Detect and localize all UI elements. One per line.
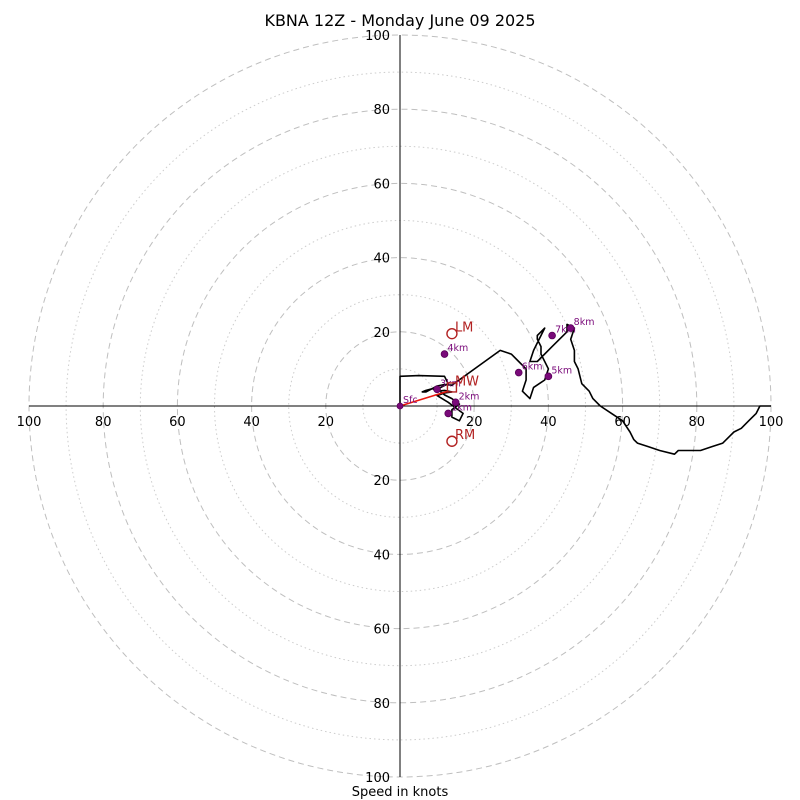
- y-tick-label: 60: [373, 177, 390, 192]
- height-label-sfc: Sfc: [403, 395, 418, 406]
- y-tick-label: 20: [373, 474, 390, 489]
- storm-motion-label-mw: MW: [455, 374, 479, 389]
- x-tick-label: 60: [169, 415, 186, 430]
- y-tick-label: 80: [373, 697, 390, 712]
- x-tick-label: 80: [689, 415, 706, 430]
- height-label-7km: 7km: [555, 325, 576, 336]
- y-tick-label: 100: [365, 771, 390, 786]
- height-label-4km: 4km: [448, 343, 469, 354]
- chart-title: KBNA 12Z - Monday June 09 2025: [264, 11, 535, 30]
- y-tick-label: 60: [373, 623, 390, 638]
- x-tick-label: 80: [95, 415, 112, 430]
- height-point-6km: [514, 368, 523, 377]
- height-point-7km: [548, 331, 556, 340]
- hodograph-trace: [399, 323, 771, 456]
- height-point-1km: [444, 409, 453, 418]
- shear-vector-line: [399, 390, 449, 407]
- x-tick-label: 40: [540, 415, 557, 430]
- x-tick-label: 100: [17, 415, 42, 430]
- y-tick-label: 80: [373, 103, 390, 118]
- y-tick-label: 40: [373, 252, 390, 267]
- x-tick-label: 20: [318, 415, 335, 430]
- height-point-3km: [433, 385, 441, 394]
- storm-motion-markers: LM MW RM: [446, 321, 479, 447]
- height-point-sfc: [396, 402, 404, 410]
- height-label-2km: 2km: [459, 391, 480, 402]
- height-point-4km: [440, 350, 449, 358]
- y-tick-label: 20: [373, 326, 390, 341]
- height-label-1km: 1km: [451, 402, 472, 413]
- x-tick-label: 40: [243, 415, 260, 430]
- tick-labels: 100 80 60 40 20 20 40 60 80 100100806040202040608…: [17, 29, 784, 786]
- height-point-8km: [566, 324, 575, 332]
- storm-motion-marker-mw: [446, 382, 458, 393]
- storm-motion-label-lm: LM: [455, 321, 473, 336]
- height-label-6km: 6km: [522, 362, 543, 373]
- height-label-8km: 8km: [574, 317, 595, 328]
- height-label-3km: 3km: [440, 378, 461, 389]
- y-tick-label: 100: [365, 29, 390, 44]
- x-tick-label: 100: [759, 415, 784, 430]
- height-point-5km: [544, 372, 553, 381]
- bulk-shear-vector: [399, 390, 449, 407]
- height-label-5km: 5km: [551, 365, 572, 376]
- storm-motion-label-rm: RM: [455, 428, 475, 443]
- hodograph-line-0: [399, 323, 771, 456]
- storm-motion-marker-rm: [446, 435, 458, 447]
- storm-motion-marker-lm: [446, 327, 458, 340]
- height-point-2km: [451, 398, 460, 407]
- x-tick-label: 20: [466, 415, 483, 430]
- y-tick-label: 40: [373, 548, 390, 563]
- x-axis-label: Speed in knots: [352, 785, 449, 800]
